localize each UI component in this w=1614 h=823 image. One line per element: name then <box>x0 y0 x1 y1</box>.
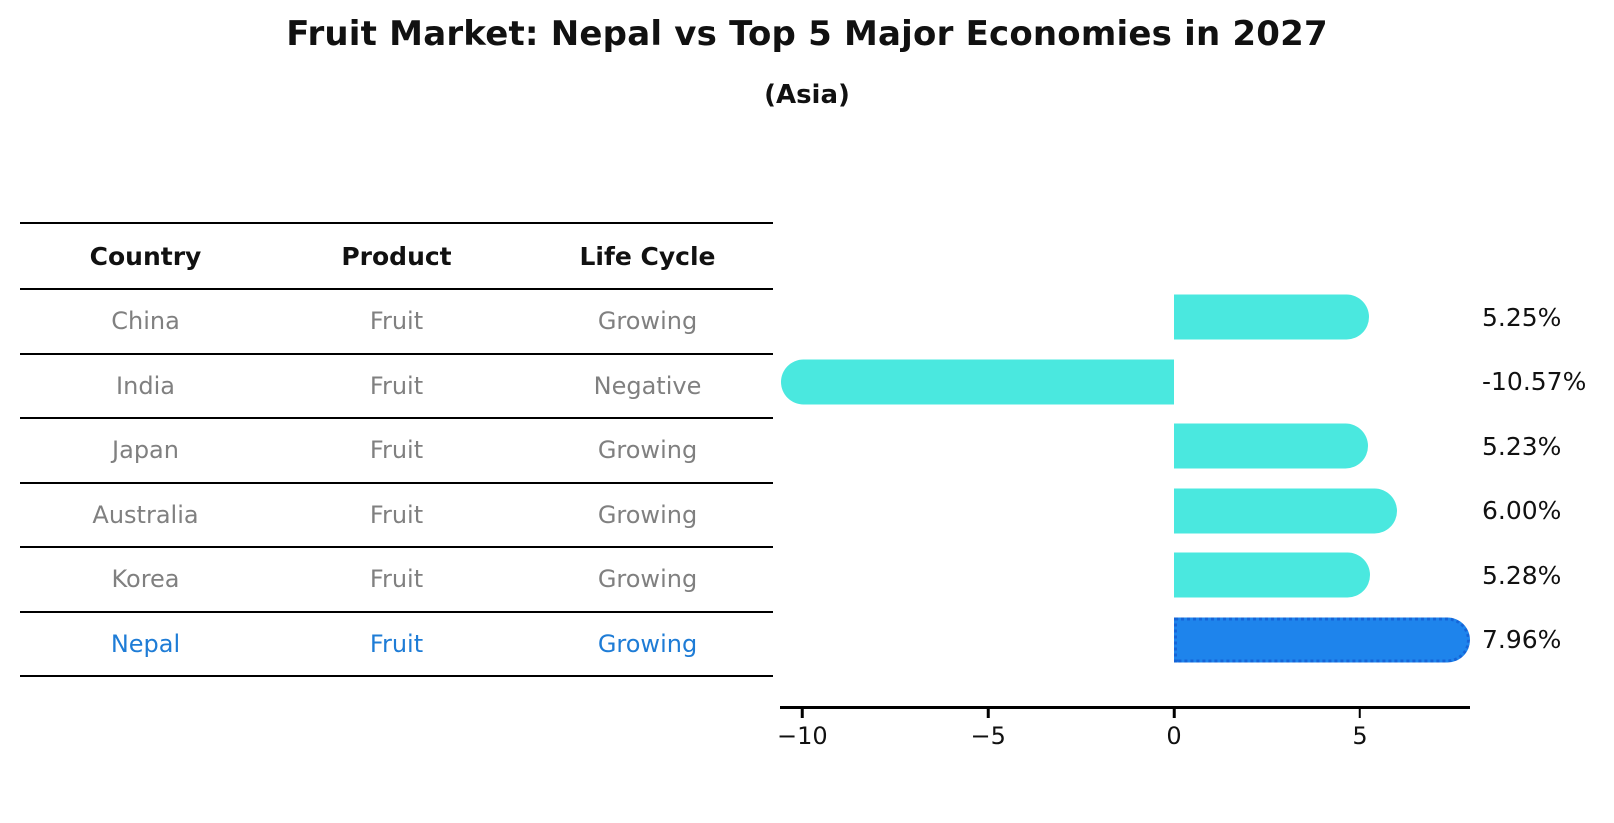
x-axis-tick <box>801 709 804 718</box>
value-label-korea: 5.28% <box>1482 560 1562 590</box>
product-cell: Fruit <box>369 629 424 658</box>
bar-india <box>781 359 1175 405</box>
column-header-product: Product <box>341 241 452 271</box>
table-row-india: India Fruit Negative <box>20 355 773 419</box>
life-cycle-cell: Growing <box>597 307 698 336</box>
data-table: Country Product Life Cycle China Fruit G… <box>20 222 773 677</box>
product-cell: Fruit <box>369 500 424 529</box>
bar-china <box>1174 294 1370 340</box>
table-row-japan: Japan Fruit Growing <box>20 419 773 484</box>
x-axis-tick-label: 5 <box>1352 722 1368 750</box>
country-cell: Nepal <box>110 629 181 658</box>
bar-row-china <box>780 285 1470 350</box>
x-axis-tick-label: −10 <box>776 722 828 750</box>
bar-chart: −10 −5 0 5 <box>776 285 1470 765</box>
value-labels: 5.25% -10.57% 5.23% 6.00% 5.28% 7.96% <box>1482 285 1614 672</box>
life-cycle-cell: Growing <box>597 565 698 594</box>
page-title: Fruit Market: Nepal vs Top 5 Major Econo… <box>286 14 1328 54</box>
bar-japan <box>1174 423 1369 469</box>
country-cell: Korea <box>111 565 180 594</box>
column-header-country: Country <box>89 241 202 271</box>
x-axis-line <box>780 706 1470 709</box>
bar-row-japan <box>780 414 1470 479</box>
product-cell: Fruit <box>369 371 424 400</box>
table-row-china: China Fruit Growing <box>20 290 773 355</box>
product-cell: Fruit <box>369 565 424 594</box>
bar-row-australia <box>780 479 1470 544</box>
page-subtitle: (Asia) <box>764 80 850 110</box>
table-row-australia: Australia Fruit Growing <box>20 484 773 548</box>
country-cell: India <box>116 371 175 400</box>
product-cell: Fruit <box>369 307 424 336</box>
x-axis-tick-label: −5 <box>970 722 1006 750</box>
bar-australia <box>1174 488 1398 534</box>
bar-row-india <box>780 350 1470 415</box>
country-cell: China <box>111 307 180 336</box>
column-header-life-cycle: Life Cycle <box>579 241 716 271</box>
value-label-india: -10.57% <box>1482 367 1587 397</box>
bar-nepal-highlighted <box>1174 617 1470 663</box>
x-axis-tick-label: 0 <box>1166 722 1182 750</box>
life-cycle-cell: Growing <box>597 629 698 658</box>
table-header-row: Country Product Life Cycle <box>20 224 773 290</box>
x-axis-tick <box>986 709 990 718</box>
bar-row-korea <box>780 543 1470 608</box>
x-axis-tick <box>1358 709 1362 718</box>
x-axis-tick <box>1172 709 1176 718</box>
life-cycle-cell: Negative <box>593 371 702 400</box>
table-row-nepal: Nepal Fruit Growing <box>20 613 773 677</box>
value-label-china: 5.25% <box>1482 302 1562 332</box>
country-cell: Australia <box>92 500 199 529</box>
value-label-australia: 6.00% <box>1482 496 1562 526</box>
bar-row-nepal <box>780 608 1470 673</box>
value-label-japan: 5.23% <box>1482 431 1562 461</box>
life-cycle-cell: Growing <box>597 436 698 465</box>
table-row-korea: Korea Fruit Growing <box>20 548 773 613</box>
value-label-nepal: 7.96% <box>1482 625 1562 655</box>
bars-area <box>780 285 1470 672</box>
life-cycle-cell: Growing <box>597 500 698 529</box>
bar-korea <box>1174 552 1371 598</box>
product-cell: Fruit <box>369 436 424 465</box>
country-cell: Japan <box>112 436 179 465</box>
